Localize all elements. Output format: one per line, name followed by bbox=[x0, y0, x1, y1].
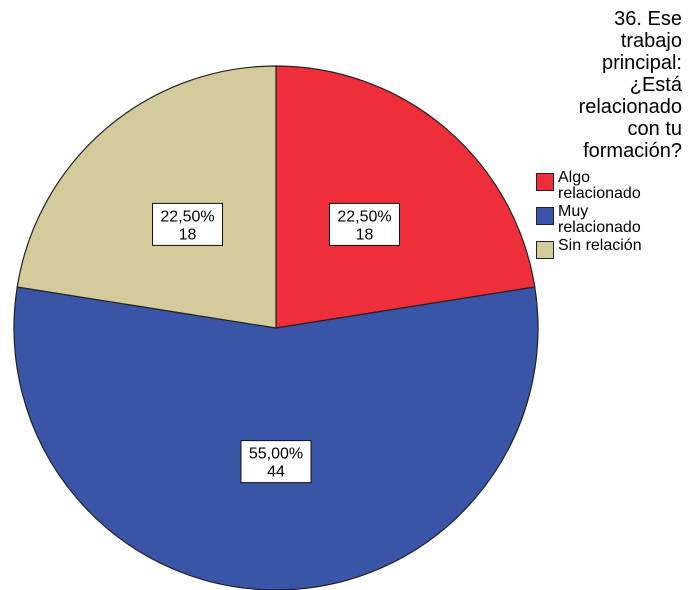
data-label-percent-algo-relacionado: 22,50% bbox=[337, 208, 391, 225]
pie-slices bbox=[13, 65, 539, 590]
legend-title-line: ¿Está bbox=[629, 74, 682, 96]
data-label-count-muy-relacionado: 44 bbox=[267, 464, 285, 481]
legend-item-algo-relacionado: Algo relacionado bbox=[536, 170, 686, 202]
legend-label-sin-relacion: Sin relación bbox=[558, 237, 642, 254]
legend: 36. Ese trabajo principal: ¿Está relacionado… bbox=[536, 8, 686, 261]
legend-title-line: 36. Ese bbox=[614, 8, 682, 30]
pie-slice-sin-relacion bbox=[16, 65, 277, 329]
data-label-box-sin-relacion bbox=[152, 202, 224, 246]
pie-slice-muy-relacionado bbox=[13, 286, 539, 590]
legend-title-line: relacionado bbox=[578, 96, 682, 118]
legend-label-muy-relacionado: Muy relacionado bbox=[558, 203, 641, 236]
legend-item-sin-relacion: Sin relación bbox=[536, 238, 686, 259]
pie-slice-algo-relacionado bbox=[275, 65, 536, 329]
data-label-percent-muy-relacionado: 55,00% bbox=[249, 446, 303, 463]
data-label-percent-sin-relacion: 22,50% bbox=[160, 208, 214, 225]
data-label-count-algo-relacionado: 18 bbox=[356, 226, 374, 243]
legend-swatch-muy-relacionado bbox=[536, 207, 554, 225]
legend-items: Algo relacionado Muy relacionado Sin relació… bbox=[536, 170, 686, 259]
legend-title-line: principal: bbox=[601, 52, 682, 74]
legend-title-line: con tu bbox=[627, 118, 682, 140]
data-label-count-sin-relacion: 18 bbox=[179, 226, 197, 243]
data-label-box-muy-relacionado bbox=[240, 440, 312, 484]
legend-title: 36. Ese trabajo principal: ¿Está relacionado… bbox=[536, 8, 682, 162]
legend-item-muy-relacionado: Muy relacionado bbox=[536, 204, 686, 236]
legend-label-algo-relacionado: Algo relacionado bbox=[558, 169, 641, 202]
legend-swatch-algo-relacionado bbox=[536, 173, 554, 191]
legend-title-line: trabajo bbox=[620, 30, 682, 52]
legend-swatch-sin-relacion bbox=[536, 241, 554, 259]
data-label-box-algo-relacionado bbox=[328, 202, 400, 246]
legend-title-line: formación? bbox=[583, 140, 682, 162]
